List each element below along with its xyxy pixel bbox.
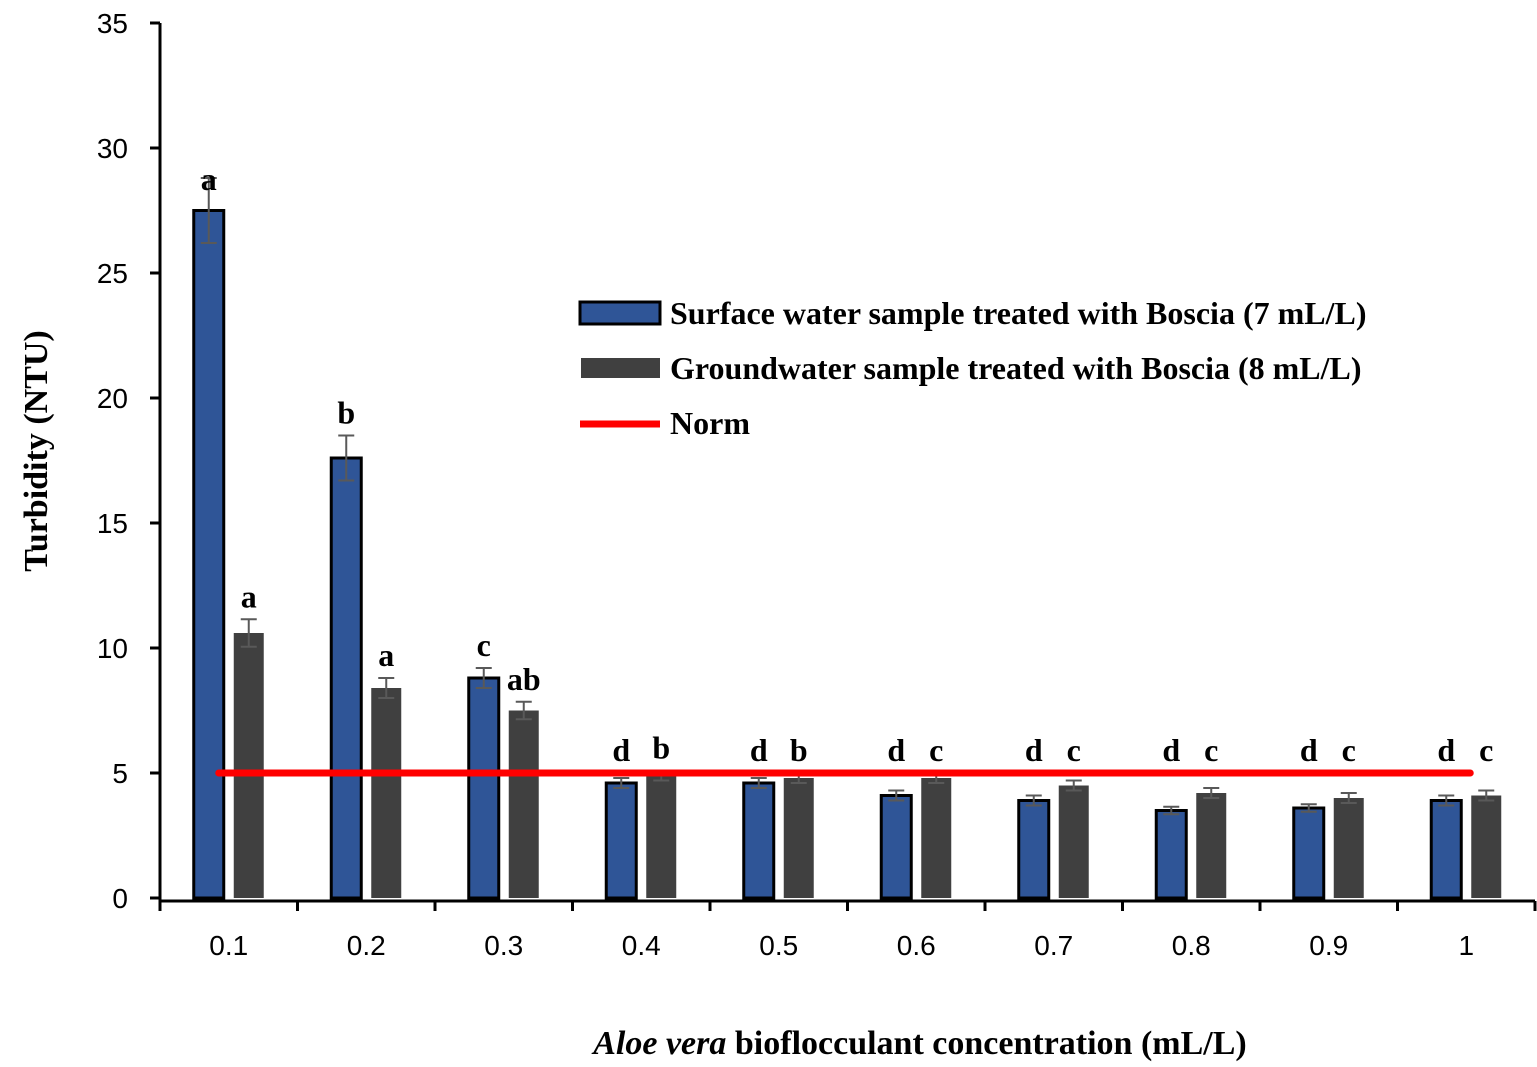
bar-s2-0.9 (1333, 798, 1364, 898)
significance-letter-s1-0.5: d (750, 732, 768, 768)
significance-letter-s2-0.2: a (378, 637, 394, 673)
significance-letter-s2-0.7: c (1067, 732, 1081, 768)
significance-letter-s2-0.5: b (790, 732, 808, 768)
bar-s2-0.4 (646, 775, 677, 898)
bar-s1-0.7 (1017, 799, 1051, 900)
y-tick-label-0: 0 (112, 883, 128, 914)
x-axis-title: Aloe vera bioflocculant concentration (m… (591, 1025, 1246, 1062)
x-tick-label-0.5: 0.5 (759, 930, 798, 961)
significance-letter-s2-0.3: ab (507, 661, 541, 697)
significance-letter-s2-0.1: a (241, 578, 257, 614)
significance-letter-s1-0.2: b (337, 395, 355, 431)
y-tick-label-30: 30 (97, 133, 128, 164)
x-tick-label-0.7: 0.7 (1034, 930, 1073, 961)
bar-s2-1 (1471, 795, 1502, 898)
y-tick-label-25: 25 (97, 258, 128, 289)
bar-s1-0.8 (1154, 809, 1188, 900)
y-tick-label-5: 5 (112, 758, 128, 789)
legend-swatch-ground (581, 358, 660, 378)
bar-s2-0.5 (783, 778, 814, 898)
y-tick-label-20: 20 (97, 383, 128, 414)
bar-s1-0.6 (879, 794, 913, 900)
x-tick-label-0.8: 0.8 (1172, 930, 1211, 961)
bar-s1-0.3 (467, 676, 501, 900)
bar-s1-0.5 (742, 781, 776, 900)
significance-letter-s2-1: c (1479, 732, 1493, 768)
legend-label-norm: Norm (670, 405, 750, 441)
y-tick-label-15: 15 (97, 508, 128, 539)
y-tick-label-10: 10 (97, 633, 128, 664)
x-tick-label-0.4: 0.4 (622, 930, 661, 961)
significance-letter-s1-0.8: d (1162, 732, 1180, 768)
x-tick-label-0.9: 0.9 (1309, 930, 1348, 961)
bar-s1-1 (1429, 799, 1463, 900)
y-axis-title: Turbidity (NTU) (18, 330, 55, 572)
bar-s2-0.6 (921, 778, 952, 898)
x-tick-label-1: 1 (1458, 930, 1474, 961)
y-tick-label-35: 35 (97, 8, 128, 39)
legend-swatch-surface (578, 300, 662, 326)
significance-letter-s1-0.3: c (477, 627, 491, 663)
significance-letter-s1-0.4: d (612, 732, 630, 768)
bar-s1-0.9 (1292, 806, 1326, 900)
x-tick-label-0.2: 0.2 (347, 930, 386, 961)
bar-s1-0.2 (329, 456, 363, 900)
legend-label-surface: Surface water sample treated with Boscia… (670, 295, 1366, 331)
significance-letter-s2-0.9: c (1342, 732, 1356, 768)
bar-s2-0.3 (508, 710, 539, 898)
significance-letter-s1-0.6: d (887, 732, 905, 768)
x-tick-label-0.6: 0.6 (897, 930, 936, 961)
significance-letter-s2-0.4: b (652, 730, 670, 766)
significance-letter-s1-0.7: d (1025, 732, 1043, 768)
bar-s1-0.1 (192, 209, 226, 900)
x-tick-label-0.3: 0.3 (484, 930, 523, 961)
bar-s2-0.7 (1058, 785, 1089, 898)
bar-s1-0.4 (604, 781, 638, 900)
bar-s2-0.8 (1196, 793, 1227, 898)
significance-letter-s1-0.1: a (201, 161, 217, 197)
significance-letter-s2-0.8: c (1204, 732, 1218, 768)
legend-label-ground: Groundwater sample treated with Boscia (… (670, 350, 1362, 386)
bars-layer (192, 177, 1502, 900)
x-axis-title-rest: bioflocculant concentration (mL/L) (726, 1025, 1246, 1062)
legend: Surface water sample treated with Boscia… (578, 295, 1366, 441)
axes-layer: 0.1 0.2 0.3 0.4 0.5 0.6 0.7 0.8 0.9 1051015202530… (97, 8, 1537, 961)
significance-letter-s2-0.6: c (929, 732, 943, 768)
significance-letter-s1-0.9: d (1300, 732, 1318, 768)
x-axis-title-italic: Aloe vera (591, 1025, 726, 1062)
bar-s2-0.2 (371, 688, 402, 898)
bar-s2-0.1 (233, 633, 264, 898)
x-tick-label-0.1: 0.1 (209, 930, 248, 961)
significance-letter-s1-1: d (1437, 732, 1455, 768)
